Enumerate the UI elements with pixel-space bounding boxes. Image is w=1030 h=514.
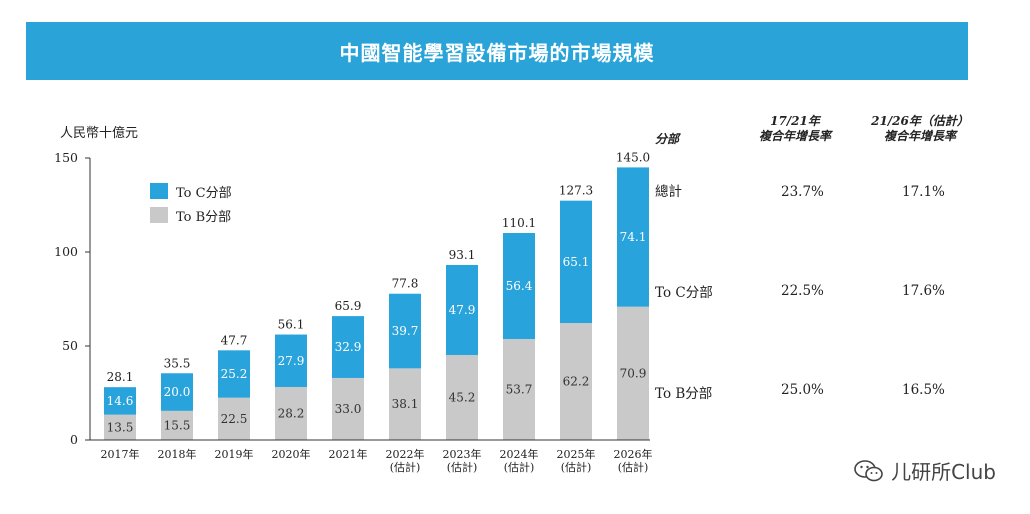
data-label-tob: 13.5 bbox=[107, 420, 134, 434]
data-label-toc: 39.7 bbox=[392, 324, 419, 338]
bar-toc bbox=[104, 387, 136, 415]
data-label-tob: 38.1 bbox=[392, 397, 419, 411]
data-label-total: 28.1 bbox=[107, 370, 134, 384]
bar-tob bbox=[104, 414, 136, 440]
y-tick-label: 50 bbox=[62, 338, 78, 353]
bar-tob bbox=[389, 368, 421, 440]
bar-toc bbox=[332, 316, 364, 378]
data-label-toc: 27.9 bbox=[278, 354, 305, 368]
table-row-tob-cagr-21-26: 16.5% bbox=[902, 382, 945, 398]
bar-tob bbox=[218, 397, 250, 440]
y-axis-unit: 人民幣十億元 bbox=[60, 126, 139, 141]
x-tick-label: 2023年 bbox=[443, 447, 482, 461]
data-label-total: 127.3 bbox=[559, 184, 593, 198]
table-row-toc-cagr-17-21: 22.5% bbox=[781, 283, 824, 299]
table-header-segment: 分部 bbox=[655, 132, 680, 146]
x-tick-label: 2026年 bbox=[614, 447, 653, 461]
x-tick-label: 2025年 bbox=[557, 447, 596, 461]
bar-tob bbox=[446, 355, 478, 440]
legend-item-toc: To C分部 bbox=[150, 180, 232, 202]
watermark-text: 儿研所Club bbox=[891, 460, 996, 484]
data-label-total: 145.0 bbox=[616, 150, 650, 164]
title-banner: 中國智能學習設備市場的市場規模 bbox=[26, 22, 968, 80]
data-label-tob: 70.9 bbox=[620, 366, 647, 380]
table-header-cagr-21-26: 21/26年（估計） 複合年增長率 bbox=[871, 114, 969, 143]
data-label-tob: 15.5 bbox=[164, 418, 191, 432]
table-row-tob-cagr-17-21: 25.0% bbox=[781, 382, 824, 398]
bar-toc bbox=[161, 373, 193, 411]
legend-label-toc: To C分部 bbox=[176, 185, 232, 201]
data-label-tob: 22.5 bbox=[221, 412, 248, 426]
x-tick-label: 2017年 bbox=[101, 447, 140, 461]
y-tick-label: 150 bbox=[54, 150, 78, 165]
data-label-toc: 32.9 bbox=[335, 340, 362, 354]
x-tick-label: (估計) bbox=[447, 460, 478, 474]
wechat-icon bbox=[854, 459, 883, 481]
table-row-total-cagr-17-21: 23.7% bbox=[781, 184, 824, 200]
data-label-toc: 65.1 bbox=[563, 255, 590, 269]
data-label-tob: 33.0 bbox=[335, 402, 362, 416]
legend-swatch-tob bbox=[150, 207, 168, 223]
data-label-toc: 47.9 bbox=[449, 303, 476, 317]
bar-toc bbox=[275, 334, 307, 387]
bar-toc bbox=[446, 264, 478, 356]
y-tick-label: 0 bbox=[70, 432, 78, 447]
table-header-cagr-17-21: 17/21年 複合年增長率 bbox=[758, 114, 831, 143]
legend-swatch-toc bbox=[150, 183, 168, 199]
table-row-total-cagr-21-26: 17.1% bbox=[902, 184, 945, 200]
legend: To C分部 To B分部 bbox=[150, 180, 232, 228]
table-row-toc-cagr-21-26: 17.6% bbox=[902, 283, 945, 299]
data-label-total: 93.1 bbox=[449, 248, 476, 262]
x-tick-label: 2018年 bbox=[158, 447, 197, 461]
bar-toc bbox=[389, 293, 421, 369]
legend-item-tob: To B分部 bbox=[150, 204, 232, 226]
bar-tob bbox=[161, 410, 193, 440]
x-tick-label: (估計) bbox=[618, 460, 649, 474]
x-tick-label: 2022年 bbox=[386, 447, 425, 461]
data-label-tob: 28.2 bbox=[278, 406, 305, 420]
data-label-total: 56.1 bbox=[278, 318, 305, 332]
data-label-total: 110.1 bbox=[502, 216, 536, 230]
x-tick-label: (估計) bbox=[561, 460, 592, 474]
data-label-toc: 20.0 bbox=[164, 385, 191, 399]
page-title: 中國智能學習設備市場的市場規模 bbox=[339, 40, 655, 65]
data-label-total: 35.5 bbox=[164, 356, 191, 370]
data-label-toc: 25.2 bbox=[221, 367, 248, 381]
data-label-tob: 45.2 bbox=[449, 391, 476, 405]
x-tick-label: 2021年 bbox=[329, 447, 368, 461]
y-tick-label: 100 bbox=[54, 244, 78, 259]
x-tick-label: (估計) bbox=[504, 460, 535, 474]
x-tick-label: 2019年 bbox=[215, 447, 254, 461]
table-row-toc-segment: To C分部 bbox=[655, 285, 713, 301]
bar-tob bbox=[275, 386, 307, 440]
bar-toc bbox=[503, 233, 535, 340]
x-tick-label: 2024年 bbox=[500, 447, 539, 461]
bar-toc bbox=[218, 350, 250, 398]
bar-tob bbox=[503, 339, 535, 440]
x-tick-label: 2020年 bbox=[272, 447, 311, 461]
x-tick-label: (估計) bbox=[390, 460, 421, 474]
bar-tob bbox=[617, 306, 649, 440]
data-label-total: 65.9 bbox=[335, 299, 362, 313]
data-label-toc: 56.4 bbox=[506, 279, 533, 293]
data-label-toc: 14.6 bbox=[107, 394, 134, 408]
bar-tob bbox=[560, 323, 592, 440]
legend-label-tob: To B分部 bbox=[176, 209, 232, 225]
table-row-total-segment: 總計 bbox=[655, 184, 682, 200]
table-row-tob-segment: To B分部 bbox=[655, 386, 713, 402]
bar-toc bbox=[560, 200, 592, 324]
data-label-total: 47.7 bbox=[221, 333, 248, 347]
data-label-tob: 62.2 bbox=[563, 375, 590, 389]
data-label-total: 77.8 bbox=[392, 277, 419, 291]
bar-toc bbox=[617, 167, 649, 307]
watermark: 儿研所Club bbox=[853, 456, 996, 485]
bar-tob bbox=[332, 377, 364, 440]
data-label-toc: 74.1 bbox=[620, 230, 647, 244]
data-label-tob: 53.7 bbox=[506, 383, 533, 397]
